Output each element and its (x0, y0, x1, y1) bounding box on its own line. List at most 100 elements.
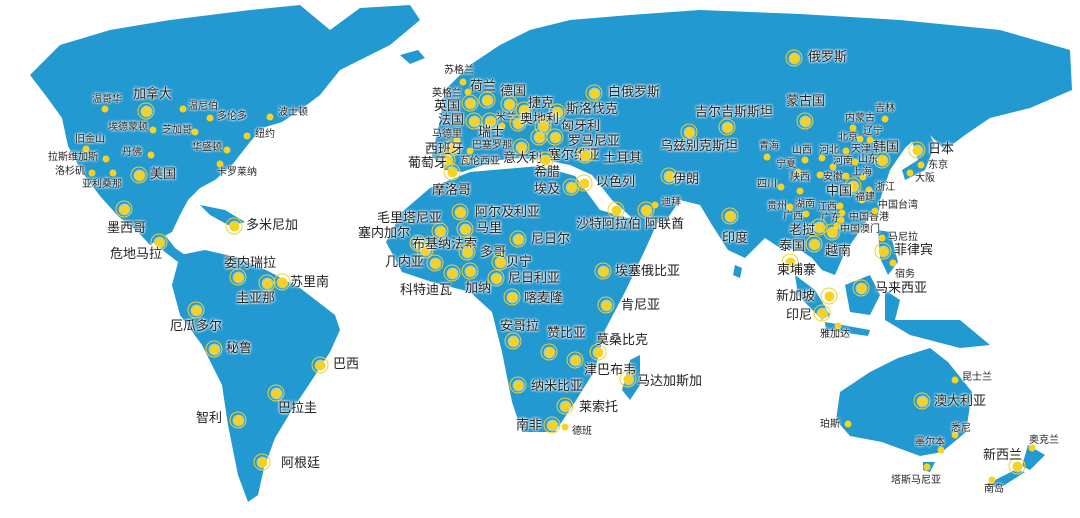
country-marker-icon (805, 235, 823, 253)
city-marker-icon (923, 463, 931, 471)
country-marker-icon (487, 269, 505, 287)
country-label: 马里 (476, 221, 503, 236)
country-marker-icon (253, 453, 271, 471)
city-label: 河南 (833, 156, 853, 167)
city-label: 德班 (572, 426, 592, 437)
country-label: 尼日利亚 (508, 271, 561, 286)
city-label: 上海 (852, 167, 872, 178)
country-label: 希腊 (534, 165, 561, 180)
city-marker-icon (794, 168, 802, 176)
country-label: 瑞士 (478, 125, 505, 140)
country-marker-icon (660, 167, 678, 185)
africa (386, 166, 662, 432)
city-marker-icon (858, 196, 866, 204)
city-marker-icon (796, 187, 804, 195)
country-label: 智利 (196, 411, 223, 426)
city-label: 昆士兰 (962, 372, 992, 383)
country-marker-icon (512, 138, 530, 156)
country-label: 巴西 (333, 357, 360, 372)
south-america (172, 250, 340, 502)
country-marker-icon (229, 268, 247, 286)
city-label: 墨尔本 (915, 437, 945, 448)
country-marker-icon (873, 151, 891, 169)
city-marker-icon (763, 153, 771, 161)
city-label: 内蒙古 (845, 113, 875, 124)
australia (836, 348, 972, 456)
country-marker-icon (503, 288, 521, 306)
country-marker-icon (543, 416, 561, 434)
country-label: 圭亚那 (236, 291, 276, 306)
city-marker-icon (816, 171, 824, 179)
city-marker-icon (101, 105, 109, 113)
country-marker-icon (796, 112, 814, 130)
country-marker-icon (416, 241, 434, 259)
country-label: 墨西哥 (107, 221, 147, 236)
country-marker-icon (575, 174, 593, 192)
country-marker-icon (540, 343, 558, 361)
country-label: 韩国 (873, 140, 900, 155)
country-label: 摩洛哥 (432, 183, 472, 198)
city-marker-icon (951, 431, 959, 439)
country-label: 柬埔寨 (777, 263, 817, 278)
city-marker-icon (191, 128, 199, 136)
city-marker-icon (871, 207, 879, 215)
city-label: 马尼拉 (888, 232, 918, 243)
country-label: 马达加斯加 (637, 374, 703, 389)
country-label: 科特迪瓦 (400, 283, 453, 298)
city-label: 珀斯 (820, 419, 840, 430)
city-marker-icon (836, 202, 844, 210)
country-marker-icon (585, 84, 603, 102)
city-label: 中国台湾 (878, 200, 918, 211)
country-label: 莱索托 (579, 400, 619, 415)
country-label: 吉尔吉斯斯坦 (695, 105, 774, 120)
country-marker-icon (137, 102, 155, 120)
city-label: 苏格兰 (444, 65, 474, 76)
sulawesi-new-guinea (885, 290, 990, 348)
city-marker-icon (243, 132, 251, 140)
country-label: 俄罗斯 (808, 50, 848, 65)
city-marker-icon (1028, 444, 1036, 452)
country-label: 荷兰 (470, 79, 497, 94)
country-marker-icon (461, 262, 479, 280)
city-label: 温尼伯 (188, 101, 218, 112)
country-marker-icon (225, 217, 243, 235)
country-label: 蒙古国 (786, 94, 826, 109)
city-marker-icon (834, 322, 842, 330)
country-marker-icon (823, 223, 841, 241)
country-marker-icon (874, 242, 892, 260)
country-label: 印度 (722, 231, 749, 246)
country-label: 澳大利亚 (934, 394, 987, 409)
country-marker-icon (597, 296, 615, 314)
country-label: 喀麦隆 (524, 291, 564, 306)
city-label: 丹佛 (122, 147, 142, 158)
country-marker-icon (130, 166, 148, 184)
city-label: 广西 (783, 211, 803, 222)
eurasia (432, 10, 1072, 275)
country-label: 日本 (928, 142, 955, 157)
country-label: 埃及 (534, 182, 561, 197)
country-marker-icon (461, 94, 479, 112)
city-marker-icon (851, 158, 859, 166)
city-label: 陕西 (790, 172, 810, 183)
city-label: 福建 (855, 192, 875, 203)
country-marker-icon (187, 301, 205, 319)
city-marker-icon (856, 135, 864, 143)
city-marker-icon (462, 156, 470, 164)
country-marker-icon (229, 411, 247, 429)
city-marker-icon (837, 216, 845, 224)
city-marker-icon (865, 186, 873, 194)
city-label: 米兰 (496, 112, 516, 123)
country-marker-icon (509, 230, 527, 248)
country-marker-icon (813, 304, 831, 322)
city-label: 卡罗莱纳 (217, 167, 257, 178)
city-marker-icon (266, 113, 274, 121)
city-marker-icon (102, 155, 110, 163)
city-marker-icon (889, 259, 897, 267)
country-marker-icon (576, 146, 594, 164)
city-label: 贵州 (767, 201, 787, 212)
city-label: 中国澳门 (840, 224, 880, 235)
country-marker-icon (546, 128, 564, 146)
country-label: 莫桑比克 (596, 333, 649, 348)
country-marker-icon (718, 118, 736, 136)
